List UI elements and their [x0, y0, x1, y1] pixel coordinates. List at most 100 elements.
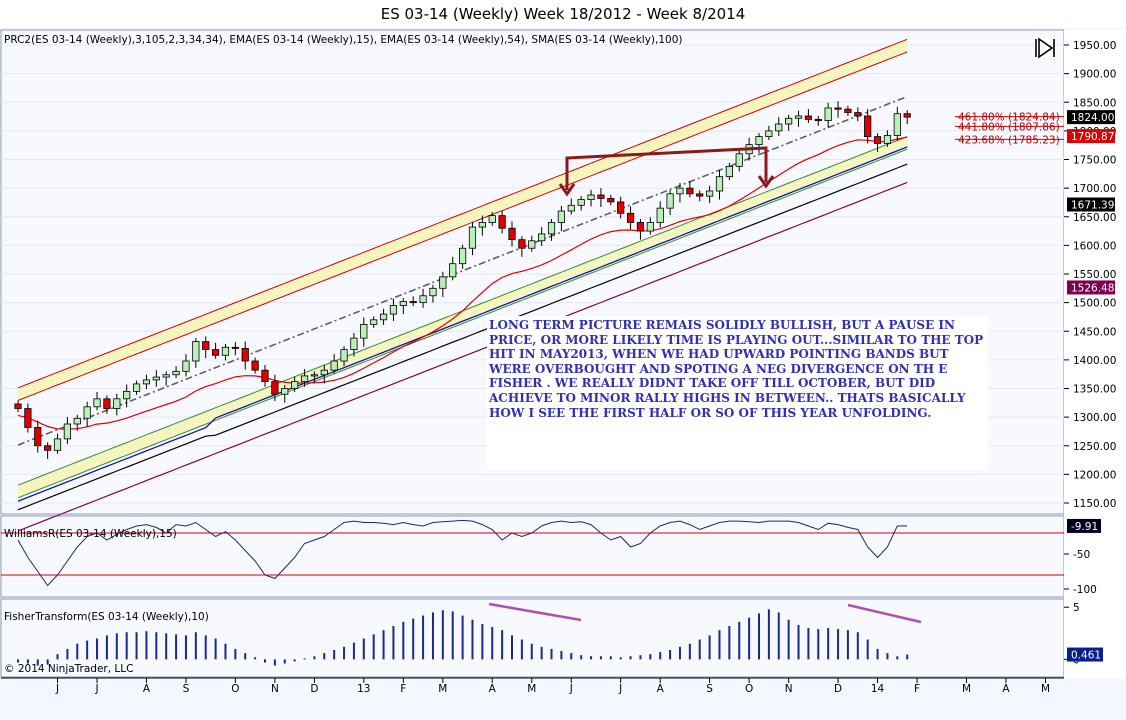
williams-panel-label: WilliamsR(ES 03-14 (Weekly),15): [4, 528, 177, 540]
candle-body: [429, 287, 437, 297]
x-axis-label: F: [914, 683, 920, 695]
regression-midline: [17, 95, 908, 446]
x-axis-label: M: [438, 683, 447, 695]
candle-body: [271, 381, 279, 395]
price-axis-label: 1950.00: [1073, 40, 1116, 52]
price-axis-label: 1750.00: [1073, 155, 1116, 167]
price-tag-text: 1790.87: [1071, 131, 1114, 143]
candle-body: [192, 341, 200, 362]
candle-body: [626, 212, 635, 223]
x-axis-label: 14: [871, 683, 885, 695]
candle-body: [241, 348, 249, 362]
candle-body: [103, 398, 111, 409]
candle-body: [656, 207, 664, 223]
price-axis-label: 1350.00: [1073, 384, 1116, 396]
fisher-value-tag: 0.461: [1071, 650, 1101, 662]
fisher-panel-label: FisherTransform(ES 03-14 (Weekly),10): [4, 611, 209, 623]
arrowhead-right: [757, 175, 775, 189]
candle-body: [93, 398, 101, 408]
candle-body: [211, 349, 220, 356]
price-axis-label: 1900.00: [1073, 69, 1116, 81]
candle-body: [834, 107, 842, 110]
x-axis-label: 13: [357, 683, 370, 695]
candle-body: [182, 360, 190, 372]
x-axis-label: A: [657, 683, 665, 695]
ema-15-line: [17, 136, 908, 430]
candle-body: [597, 194, 605, 199]
ema-54-line: [17, 146, 908, 502]
x-axis-label: M: [1041, 683, 1050, 695]
candle-body: [903, 113, 911, 118]
candle-body: [824, 107, 832, 121]
candle-body: [370, 319, 378, 325]
candle-body: [873, 136, 882, 144]
price-tag-text: 1671.39: [1071, 200, 1114, 212]
x-axis-label: A: [1002, 683, 1010, 695]
candle-body: [340, 349, 348, 362]
price-tag-text: 1526.48: [1071, 282, 1114, 294]
candle-body: [291, 381, 299, 389]
candle-body: [518, 239, 526, 249]
candle-body: [123, 390, 131, 400]
price-tag-box: [1067, 110, 1115, 125]
candle-body: [281, 388, 289, 395]
price-axis-label: 1550.00: [1073, 269, 1116, 281]
price-axis-label: 1500.00: [1073, 298, 1116, 310]
lower-channel-band: [18, 136, 908, 498]
candle-body: [162, 374, 170, 378]
upper-channel-band: [18, 39, 908, 401]
candle-body: [132, 383, 141, 392]
copyright: © 2014 NinjaTrader, LLC: [4, 663, 133, 675]
x-axis-label: J: [55, 683, 59, 695]
price-axis-label: 1400.00: [1073, 355, 1116, 367]
candle-body: [666, 193, 674, 209]
candle-body: [439, 276, 447, 289]
candle-body: [715, 176, 724, 192]
price-tag-box: [1067, 280, 1115, 295]
candle-body: [883, 135, 892, 144]
williams-value-tag-box: [1067, 518, 1101, 533]
x-axis-label: M: [962, 683, 971, 695]
x-axis-label: D: [834, 683, 842, 695]
candle-body: [449, 263, 457, 278]
price-tag-box: [1067, 129, 1115, 144]
candle-body: [399, 301, 407, 306]
candle-body: [854, 112, 862, 117]
candle-body: [804, 115, 813, 120]
candle-body: [320, 369, 328, 376]
price-axis-label: 1200.00: [1073, 469, 1116, 481]
candle-body: [498, 215, 506, 229]
candle-body: [488, 215, 496, 223]
candle-body: [152, 376, 160, 381]
candle-body: [379, 313, 388, 321]
candle-body: [844, 108, 852, 113]
price-tag-text: 1824.00: [1071, 112, 1114, 124]
candle-body: [735, 153, 743, 167]
x-axis-label: J: [618, 683, 622, 695]
chart-canvas: 1150.00 1200.00 1250.00 1300.00 1350.00 1400.…: [0, 29, 1126, 695]
fisher-axis-label: 5: [1073, 602, 1080, 614]
williams-value-tag: -9.91: [1071, 521, 1098, 533]
divergence-arrow-left: [565, 146, 768, 190]
x-axis-label: F: [400, 683, 406, 695]
candle-body: [676, 187, 684, 195]
candle-body: [706, 190, 714, 197]
candle-body: [794, 115, 803, 119]
candle-body: [350, 337, 358, 350]
candle-body: [261, 369, 269, 383]
candle-body: [53, 438, 62, 451]
price-axis-label: 1450.00: [1073, 326, 1116, 338]
fib-level-label: 461.80% (1824.84): [958, 112, 1060, 124]
play-forward-icon[interactable]: [1034, 37, 1056, 59]
price-tag-box: [1067, 197, 1115, 212]
candle-body: [251, 360, 259, 371]
williams-r-line: [17, 519, 908, 587]
candle-body: [567, 204, 575, 212]
candle-body: [814, 119, 822, 122]
candle-body: [330, 360, 338, 371]
williams-axis-label: -100: [1073, 584, 1097, 596]
x-axis-label: J: [569, 683, 573, 695]
fib-level-label: 441.80% (1807.86): [958, 121, 1060, 133]
upper-channel-outer-line: [17, 38, 908, 389]
